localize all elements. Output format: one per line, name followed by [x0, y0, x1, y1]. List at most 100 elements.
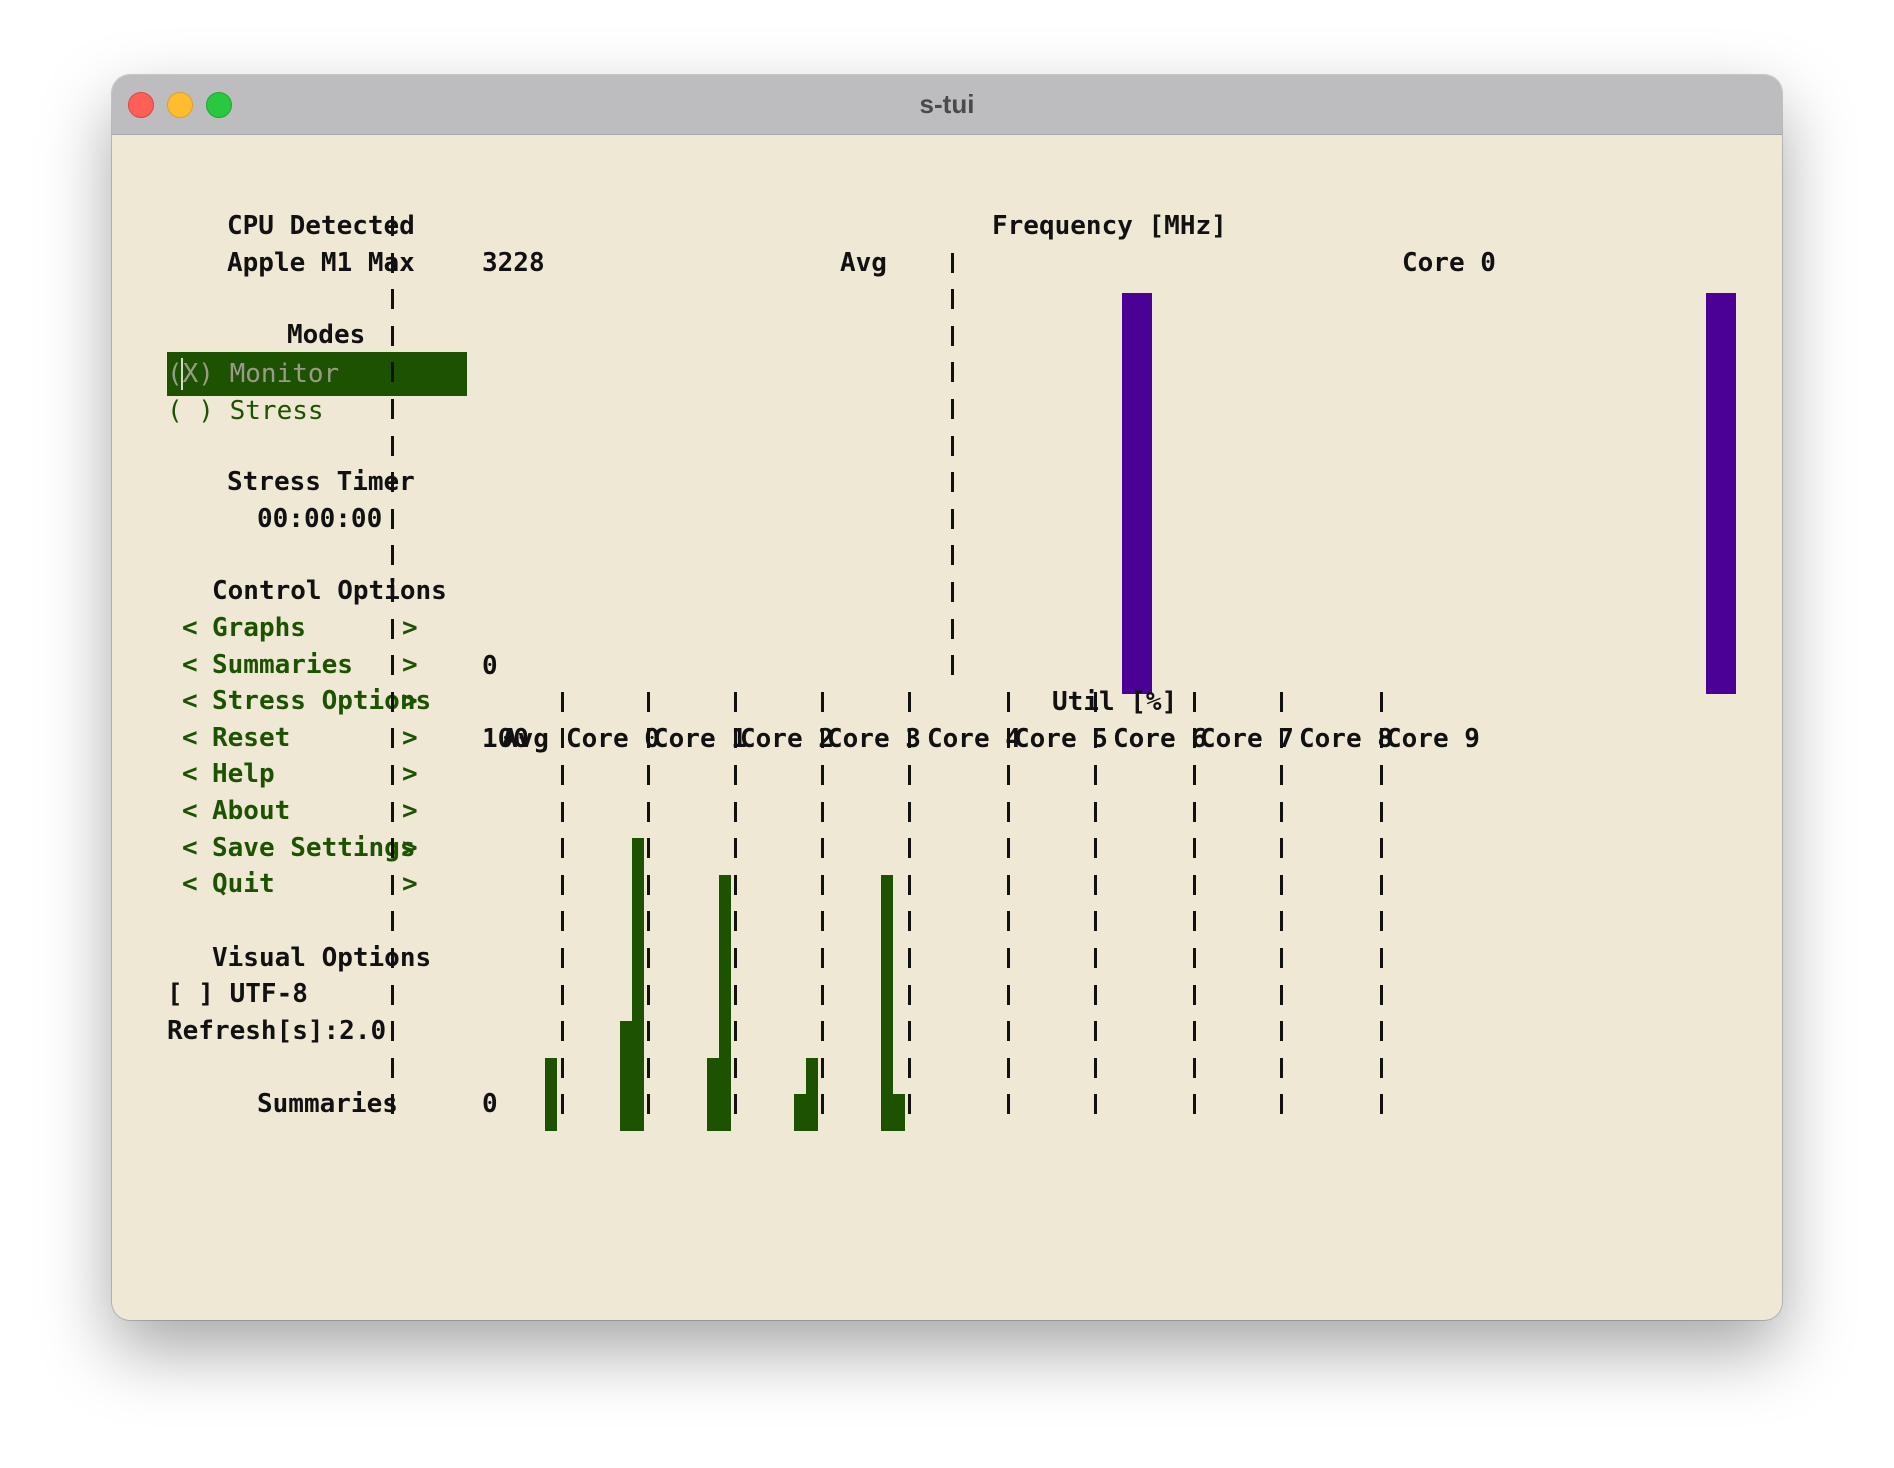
control-option-button[interactable]: Help — [212, 759, 275, 789]
util-separator-tick — [1380, 802, 1383, 822]
util-separator-tick — [647, 1058, 650, 1078]
util-separator-tick — [1380, 765, 1383, 785]
util-separator-tick — [561, 692, 564, 712]
control-option-open-bracket: < — [182, 650, 198, 680]
util-separator-tick — [1094, 1021, 1097, 1041]
util-separator-tick — [734, 875, 737, 895]
util-separator-tick — [647, 1021, 650, 1041]
util-separator-tick — [1280, 765, 1283, 785]
util-separator-tick — [734, 985, 737, 1005]
left-border-tick — [391, 692, 394, 712]
util-history-bar — [620, 1021, 632, 1131]
left-border-tick — [391, 985, 394, 1005]
control-option-button[interactable]: Reset — [212, 723, 291, 753]
refresh-setting[interactable]: Refresh[s]:2.0 — [167, 1016, 387, 1046]
util-panel-label: Core 9 — [1386, 724, 1480, 754]
mode-stress-radio[interactable]: ( ) Stress — [167, 396, 324, 426]
util-separator-tick — [1193, 1058, 1196, 1078]
frequency-bar-core0 — [1706, 293, 1736, 694]
util-panel-label: Core 1 — [653, 724, 747, 754]
util-separator-tick — [561, 765, 564, 785]
util-separator-tick — [908, 765, 911, 785]
util-separator-tick — [1094, 1094, 1097, 1114]
util-separator-tick — [1007, 1058, 1010, 1078]
util-separator-tick — [1094, 911, 1097, 931]
left-border-tick — [391, 253, 394, 273]
util-separator-tick — [1094, 1058, 1097, 1078]
frequency-panel-core0-label: Core 0 — [1402, 248, 1496, 278]
frequency-separator-tick — [951, 362, 954, 382]
util-separator-tick — [561, 802, 564, 822]
util-separator-tick — [821, 1058, 824, 1078]
control-option-button[interactable]: Graphs — [212, 613, 306, 643]
left-border-tick — [391, 509, 394, 529]
util-separator-tick — [647, 765, 650, 785]
left-border-tick — [391, 655, 394, 675]
control-option-button[interactable]: Summaries — [212, 650, 353, 680]
control-option-close-bracket: > — [402, 759, 418, 789]
util-panel-label: Core 8 — [1299, 724, 1393, 754]
control-option-open-bracket: < — [182, 759, 198, 789]
left-border-tick — [391, 582, 394, 602]
control-options-title: Control Options — [212, 576, 447, 606]
util-separator-tick — [1193, 1021, 1196, 1041]
util-title: Util [%] — [1052, 687, 1178, 717]
zoom-button[interactable] — [206, 92, 232, 118]
control-option-button[interactable]: About — [212, 796, 291, 826]
util-separator-tick — [1380, 911, 1383, 931]
frequency-bar-avg — [1122, 293, 1152, 694]
control-option-open-bracket: < — [182, 796, 198, 826]
minimize-button[interactable] — [167, 92, 193, 118]
frequency-separator-tick — [951, 509, 954, 529]
util-separator-tick — [647, 911, 650, 931]
cpu-detected-title: CPU Detected — [227, 211, 415, 241]
mode-monitor-radio[interactable]: (X) Monitor — [167, 359, 340, 389]
util-separator-tick — [908, 1021, 911, 1041]
control-option-open-bracket: < — [182, 686, 198, 716]
util-separator-tick — [908, 1094, 911, 1114]
control-option-close-bracket: > — [402, 869, 418, 899]
util-y-max: 100 — [482, 724, 529, 754]
util-separator-tick — [561, 1021, 564, 1041]
frequency-separator-tick — [951, 619, 954, 639]
frequency-y-max: 3228 — [482, 248, 545, 278]
util-separator-tick — [1094, 948, 1097, 968]
util-separator-tick — [1007, 948, 1010, 968]
utf8-checkbox[interactable]: [ ] UTF-8 — [167, 979, 308, 1009]
left-border-tick — [391, 619, 394, 639]
left-border-tick — [391, 838, 394, 858]
util-separator-tick — [1380, 875, 1383, 895]
stress-timer-value: 00:00:00 — [257, 504, 383, 534]
left-border-tick — [391, 765, 394, 785]
left-border-tick — [391, 1021, 394, 1041]
util-separator-tick — [908, 911, 911, 931]
util-separator-tick — [1094, 838, 1097, 858]
util-separator-tick — [1007, 692, 1010, 712]
util-separator-tick — [561, 838, 564, 858]
util-separator-tick — [647, 1094, 650, 1114]
control-option-button[interactable]: Quit — [212, 869, 275, 899]
control-option-button[interactable]: Stress Options — [212, 686, 432, 716]
util-separator-tick — [561, 728, 564, 748]
util-separator-tick — [821, 948, 824, 968]
left-border-tick — [391, 1058, 394, 1078]
util-separator-tick — [1007, 765, 1010, 785]
util-y-min: 0 — [482, 1089, 498, 1119]
left-border-tick — [391, 436, 394, 456]
window-title: s-tui — [919, 89, 975, 119]
control-option-button[interactable]: Save Settings — [212, 833, 416, 863]
summaries-title: Summaries — [257, 1089, 398, 1119]
control-option-close-bracket: > — [402, 613, 418, 643]
util-separator-tick — [908, 875, 911, 895]
terminal-area: CPU Detected Apple M1 Max Modes (X) Moni… — [112, 134, 1782, 1320]
util-separator-tick — [1380, 1058, 1383, 1078]
util-separator-tick — [1094, 728, 1097, 748]
frequency-separator-tick — [951, 399, 954, 419]
control-option-close-bracket: > — [402, 833, 418, 863]
close-button[interactable] — [128, 92, 154, 118]
util-separator-tick — [561, 1094, 564, 1114]
util-separator-tick — [908, 1058, 911, 1078]
control-option-open-bracket: < — [182, 869, 198, 899]
frequency-separator-tick — [951, 655, 954, 675]
util-history-bar — [881, 875, 893, 1131]
